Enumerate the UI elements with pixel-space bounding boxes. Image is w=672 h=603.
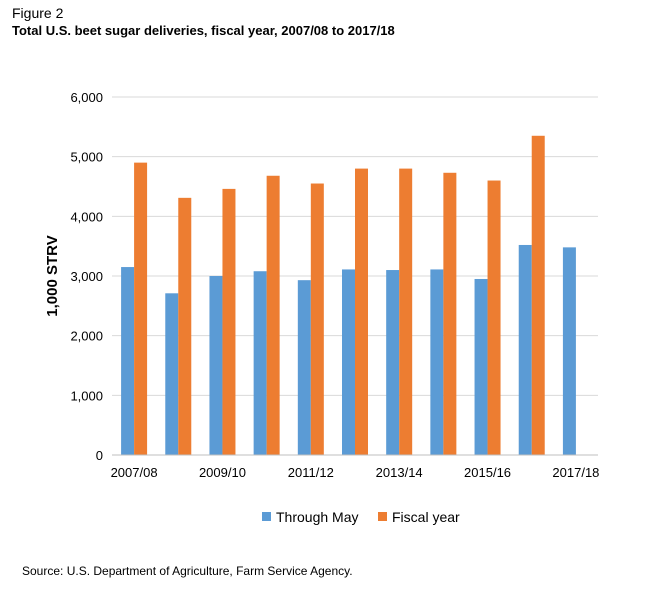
bar-through-may-2013-14 [386, 270, 400, 455]
axes: 0 1,000 2,000 3,000 4,000 5,000 6,000 2007/08 20… [70, 90, 599, 480]
legend: Through May Fiscal year [262, 509, 460, 525]
bar-fiscal-year-2008-09 [178, 197, 192, 455]
bar-fiscal-year-2016-17 [531, 135, 545, 456]
bar-through-may-2014-15 [430, 269, 444, 455]
y-tick-label: 5,000 [70, 150, 103, 165]
bar-fiscal-year-2010-11 [266, 175, 280, 455]
bar-chart: 0 1,000 2,000 3,000 4,000 5,000 6,000 2007/08 20… [44, 90, 599, 525]
bar-through-may-2010-11 [253, 271, 267, 455]
legend-swatch-fiscal-year [378, 512, 387, 521]
y-tick-label: 6,000 [70, 90, 103, 105]
source-note: Source: U.S. Department of Agriculture, … [22, 564, 353, 578]
bar-through-may-2012-13 [342, 269, 355, 455]
bars [121, 135, 576, 456]
figure-label: Figure 2 [12, 5, 64, 21]
bar-fiscal-year-2015-16 [487, 180, 501, 456]
bar-fiscal-year-2009-10 [222, 188, 236, 456]
bar-through-may-2016-17 [518, 244, 532, 455]
x-tick-label: 2007/08 [111, 465, 158, 480]
bar-through-may-2017-18 [562, 247, 576, 455]
x-tick-label: 2011/12 [288, 465, 334, 480]
x-tick-label: 2009/10 [199, 465, 246, 480]
bar-fiscal-year-2007-08 [134, 162, 148, 455]
y-tick-label: 4,000 [70, 209, 103, 224]
y-tick-label: 1,000 [70, 388, 103, 403]
legend-label-through-may: Through May [276, 509, 358, 525]
y-tick-label: 0 [96, 448, 103, 463]
y-tick-label: 2,000 [70, 329, 103, 344]
y-axis-label: 1,000 STRV [44, 235, 61, 316]
legend-label-fiscal-year: Fiscal year [392, 509, 460, 525]
legend-swatch-through-may [262, 512, 271, 521]
bar-through-may-2011-12 [297, 280, 311, 455]
x-tick-label: 2017/18 [552, 465, 599, 480]
x-tick-label: 2013/14 [376, 465, 423, 480]
y-tick-label: 3,000 [70, 269, 103, 284]
bar-fiscal-year-2014-15 [443, 172, 457, 455]
bar-through-may-2007-08 [121, 267, 135, 455]
bar-through-may-2015-16 [474, 278, 488, 455]
bar-fiscal-year-2013-14 [399, 168, 413, 455]
bar-through-may-2008-09 [165, 293, 179, 455]
chart-title: Total U.S. beet sugar deliveries, fiscal… [12, 23, 395, 38]
bar-through-may-2009-10 [209, 276, 223, 455]
x-tick-label: 2015/16 [464, 465, 511, 480]
bar-fiscal-year-2011-12 [310, 183, 324, 455]
bar-fiscal-year-2012-13 [355, 168, 368, 455]
